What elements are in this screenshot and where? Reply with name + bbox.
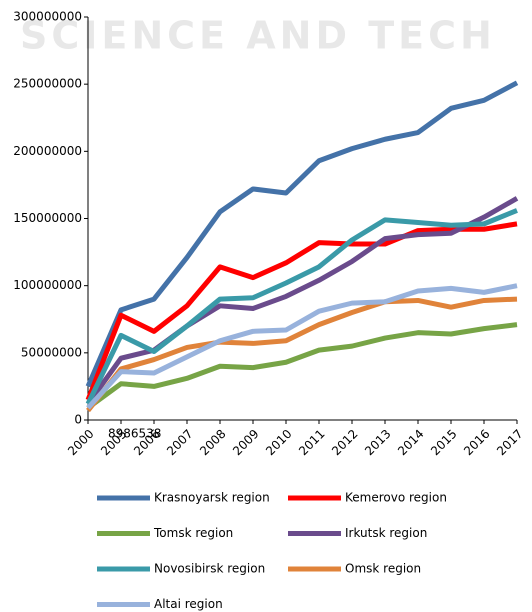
y-tick-label: 300000000: [13, 10, 82, 24]
x-tick-label: 2007: [164, 427, 195, 458]
legend-label: Altai region: [154, 597, 223, 611]
x-tick-label: 2000: [65, 427, 96, 458]
y-tick-label: 100000000: [13, 278, 82, 292]
series-line: [86, 296, 518, 413]
series-line: [86, 283, 518, 410]
legend-label: Omsk region: [345, 562, 421, 576]
y-tick-label: 250000000: [13, 77, 82, 91]
legend-label: Tomsk region: [153, 526, 233, 540]
x-tick-label: 2011: [296, 427, 327, 458]
y-tick-label: 0: [74, 413, 82, 427]
x-tick-label: 2014: [395, 427, 426, 458]
x-tick-label: 2009: [230, 427, 261, 458]
y-tick-label: 200000000: [13, 144, 82, 158]
x-tick-label: 2017: [494, 427, 525, 458]
x-tick-label: 2015: [428, 427, 459, 458]
x-tick-label: 2016: [461, 427, 492, 458]
y-tick-label: 50000000: [21, 345, 82, 359]
x-tick-label: 2012: [329, 427, 360, 458]
legend-label: Irkutsk region: [345, 526, 427, 540]
watermark: SCIENCE AND TECH: [20, 14, 496, 58]
series-line: [85, 80, 519, 388]
legend-label: Krasnoyarsk region: [154, 491, 270, 505]
series-line: [85, 208, 518, 405]
series-line: [85, 221, 518, 401]
x-tick-label: 2010: [263, 427, 294, 458]
legend-label: Novosibirsk region: [154, 562, 265, 576]
y-tick-label: 150000000: [13, 211, 82, 225]
legend-label: Kemerovo region: [345, 491, 447, 505]
x-tick-label: 2008: [197, 427, 228, 458]
series-line: [86, 322, 518, 410]
annotation: 8986538: [108, 427, 161, 441]
x-tick-label: 2013: [362, 427, 393, 458]
